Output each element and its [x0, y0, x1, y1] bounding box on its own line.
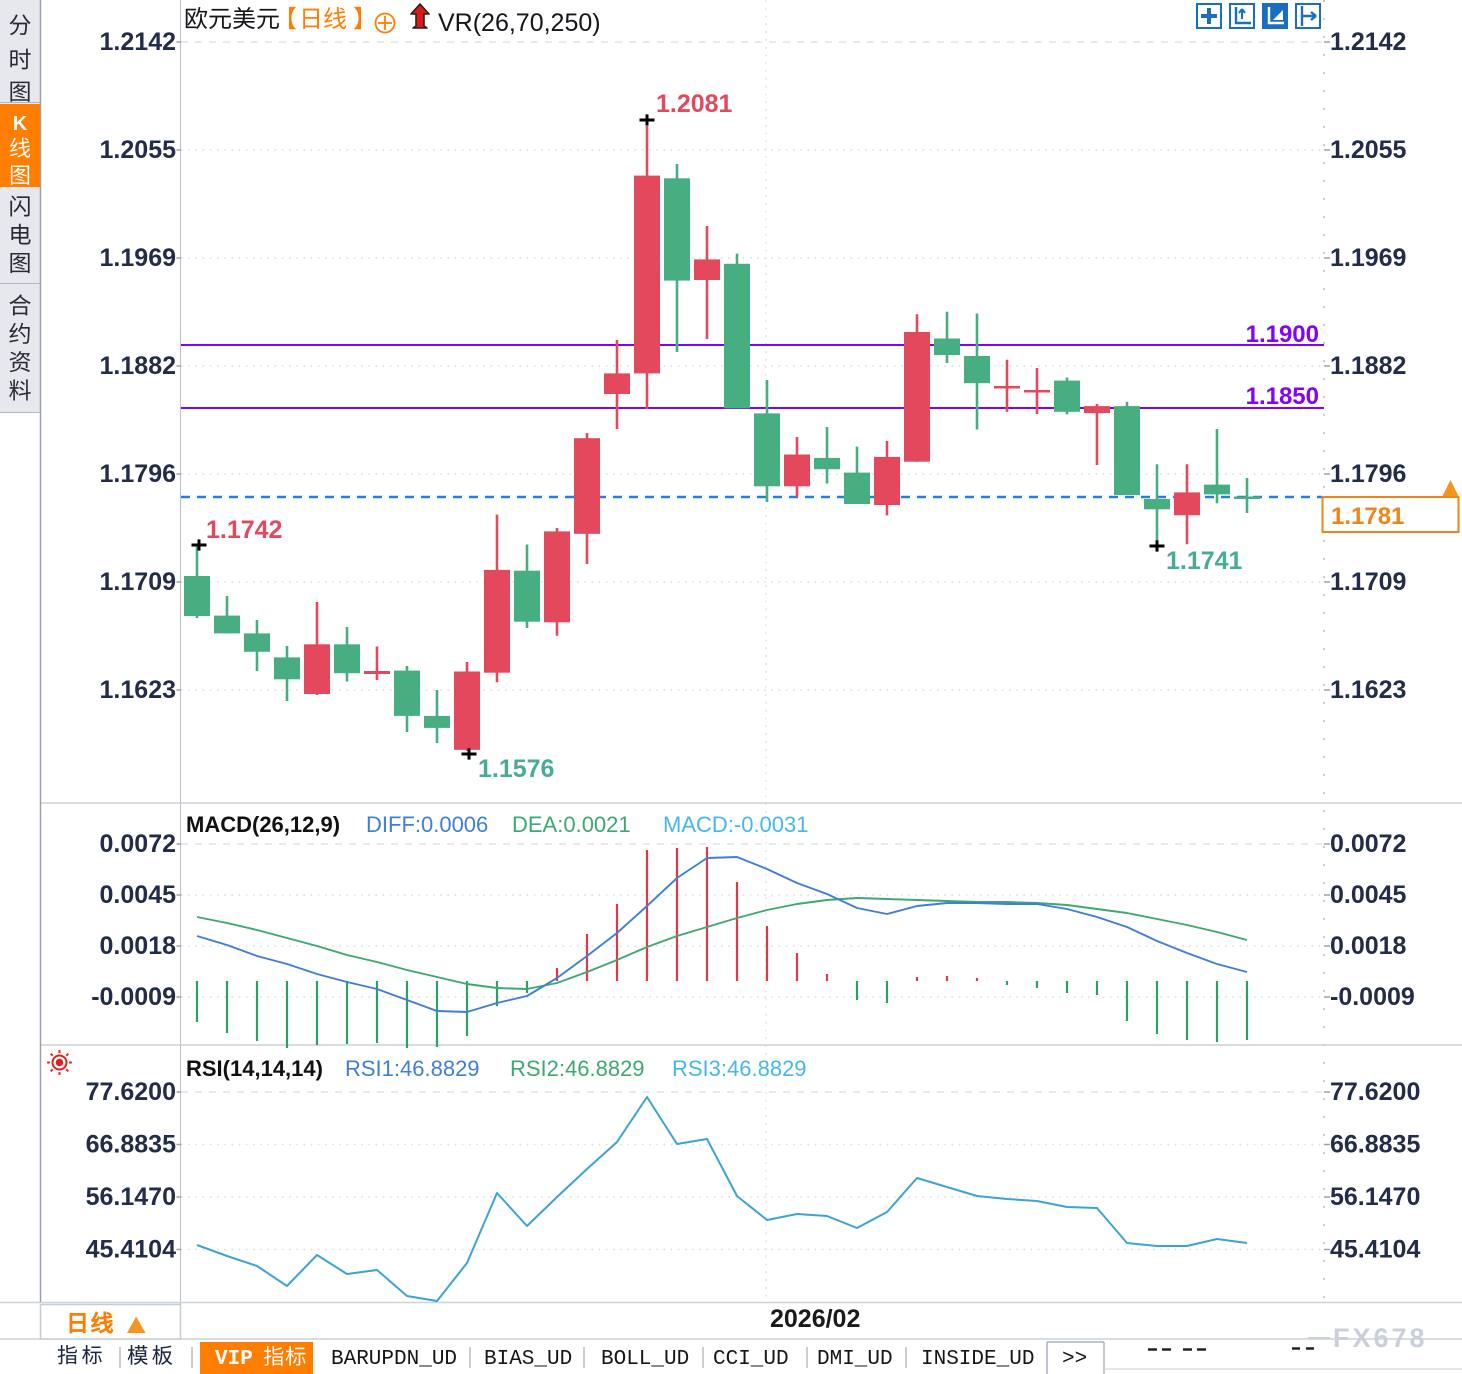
svg-text:0.0072: 0.0072	[1330, 830, 1406, 858]
svg-text:DEA:0.0021: DEA:0.0021	[512, 812, 631, 837]
svg-text:1.1882: 1.1882	[1330, 352, 1406, 380]
svg-text:1.1850: 1.1850	[1246, 383, 1319, 410]
svg-text:66.8835: 66.8835	[86, 1131, 176, 1159]
svg-text:45.4104: 45.4104	[86, 1236, 176, 1264]
svg-text:1.1969: 1.1969	[100, 244, 176, 272]
svg-text:1.1882: 1.1882	[100, 352, 176, 380]
svg-text:0.0045: 0.0045	[1330, 881, 1407, 909]
svg-text:77.6200: 77.6200	[1330, 1078, 1420, 1106]
svg-text:INSIDE_UD: INSIDE_UD	[921, 1348, 1034, 1371]
svg-text:45.4104: 45.4104	[1330, 1236, 1420, 1264]
svg-text:-0.0009: -0.0009	[91, 983, 176, 1011]
svg-text:BIAS_UD: BIAS_UD	[484, 1348, 572, 1371]
svg-text:0.0072: 0.0072	[100, 830, 176, 858]
svg-text:77.6200: 77.6200	[86, 1078, 176, 1106]
svg-text:CCI_UD: CCI_UD	[713, 1348, 789, 1371]
svg-text:1.1969: 1.1969	[1330, 244, 1406, 272]
svg-text:1.1623: 1.1623	[1330, 676, 1406, 704]
svg-text:1.2055: 1.2055	[1330, 136, 1407, 164]
svg-text:BOLL_UD: BOLL_UD	[601, 1348, 689, 1371]
svg-text:0.0018: 0.0018	[1330, 932, 1407, 960]
svg-text:1.1623: 1.1623	[100, 676, 176, 704]
svg-text:DIFF:0.0006: DIFF:0.0006	[366, 812, 488, 837]
svg-text:K: K	[13, 113, 28, 135]
svg-text:1.1709: 1.1709	[1330, 568, 1406, 596]
svg-text:VIP: VIP	[215, 1348, 253, 1371]
svg-text:1.1781: 1.1781	[1331, 503, 1404, 530]
svg-text:RSI2:46.8829: RSI2:46.8829	[510, 1056, 645, 1081]
svg-text:VR(26,70,250): VR(26,70,250)	[438, 9, 601, 37]
svg-text:MACD:-0.0031: MACD:-0.0031	[663, 812, 809, 837]
svg-text:1.1576: 1.1576	[478, 755, 554, 783]
svg-text:0.0045: 0.0045	[100, 881, 177, 909]
svg-text:RSI3:46.8829: RSI3:46.8829	[672, 1056, 807, 1081]
svg-text:1.1796: 1.1796	[1330, 460, 1406, 488]
svg-text:-0.0009: -0.0009	[1330, 983, 1415, 1011]
svg-text:1.2142: 1.2142	[1330, 28, 1406, 56]
svg-text:RSI(14,14,14): RSI(14,14,14)	[186, 1056, 323, 1081]
svg-text:66.8835: 66.8835	[1330, 1131, 1420, 1159]
svg-text:1.1741: 1.1741	[1166, 547, 1243, 575]
svg-text:RSI1:46.8829: RSI1:46.8829	[345, 1056, 480, 1081]
svg-text:BARUPDN_UD: BARUPDN_UD	[331, 1348, 457, 1371]
svg-text:1.1709: 1.1709	[100, 568, 176, 596]
svg-text:1.1742: 1.1742	[206, 516, 282, 544]
svg-text:1.1796: 1.1796	[100, 460, 176, 488]
svg-text:1.2142: 1.2142	[100, 28, 176, 56]
svg-text:DMI_UD: DMI_UD	[817, 1348, 893, 1371]
svg-text:1.1900: 1.1900	[1246, 321, 1319, 348]
svg-text:56.1470: 56.1470	[86, 1183, 176, 1211]
svg-text:2026/02: 2026/02	[770, 1305, 860, 1333]
svg-text:0.0018: 0.0018	[100, 932, 177, 960]
svg-text:1.2081: 1.2081	[656, 90, 733, 118]
svg-text:>>: >>	[1062, 1348, 1087, 1371]
svg-text:1.2055: 1.2055	[100, 136, 177, 164]
svg-text:FX678: FX678	[1333, 1323, 1428, 1353]
svg-text:MACD(26,12,9): MACD(26,12,9)	[186, 812, 340, 837]
svg-text:56.1470: 56.1470	[1330, 1183, 1420, 1211]
